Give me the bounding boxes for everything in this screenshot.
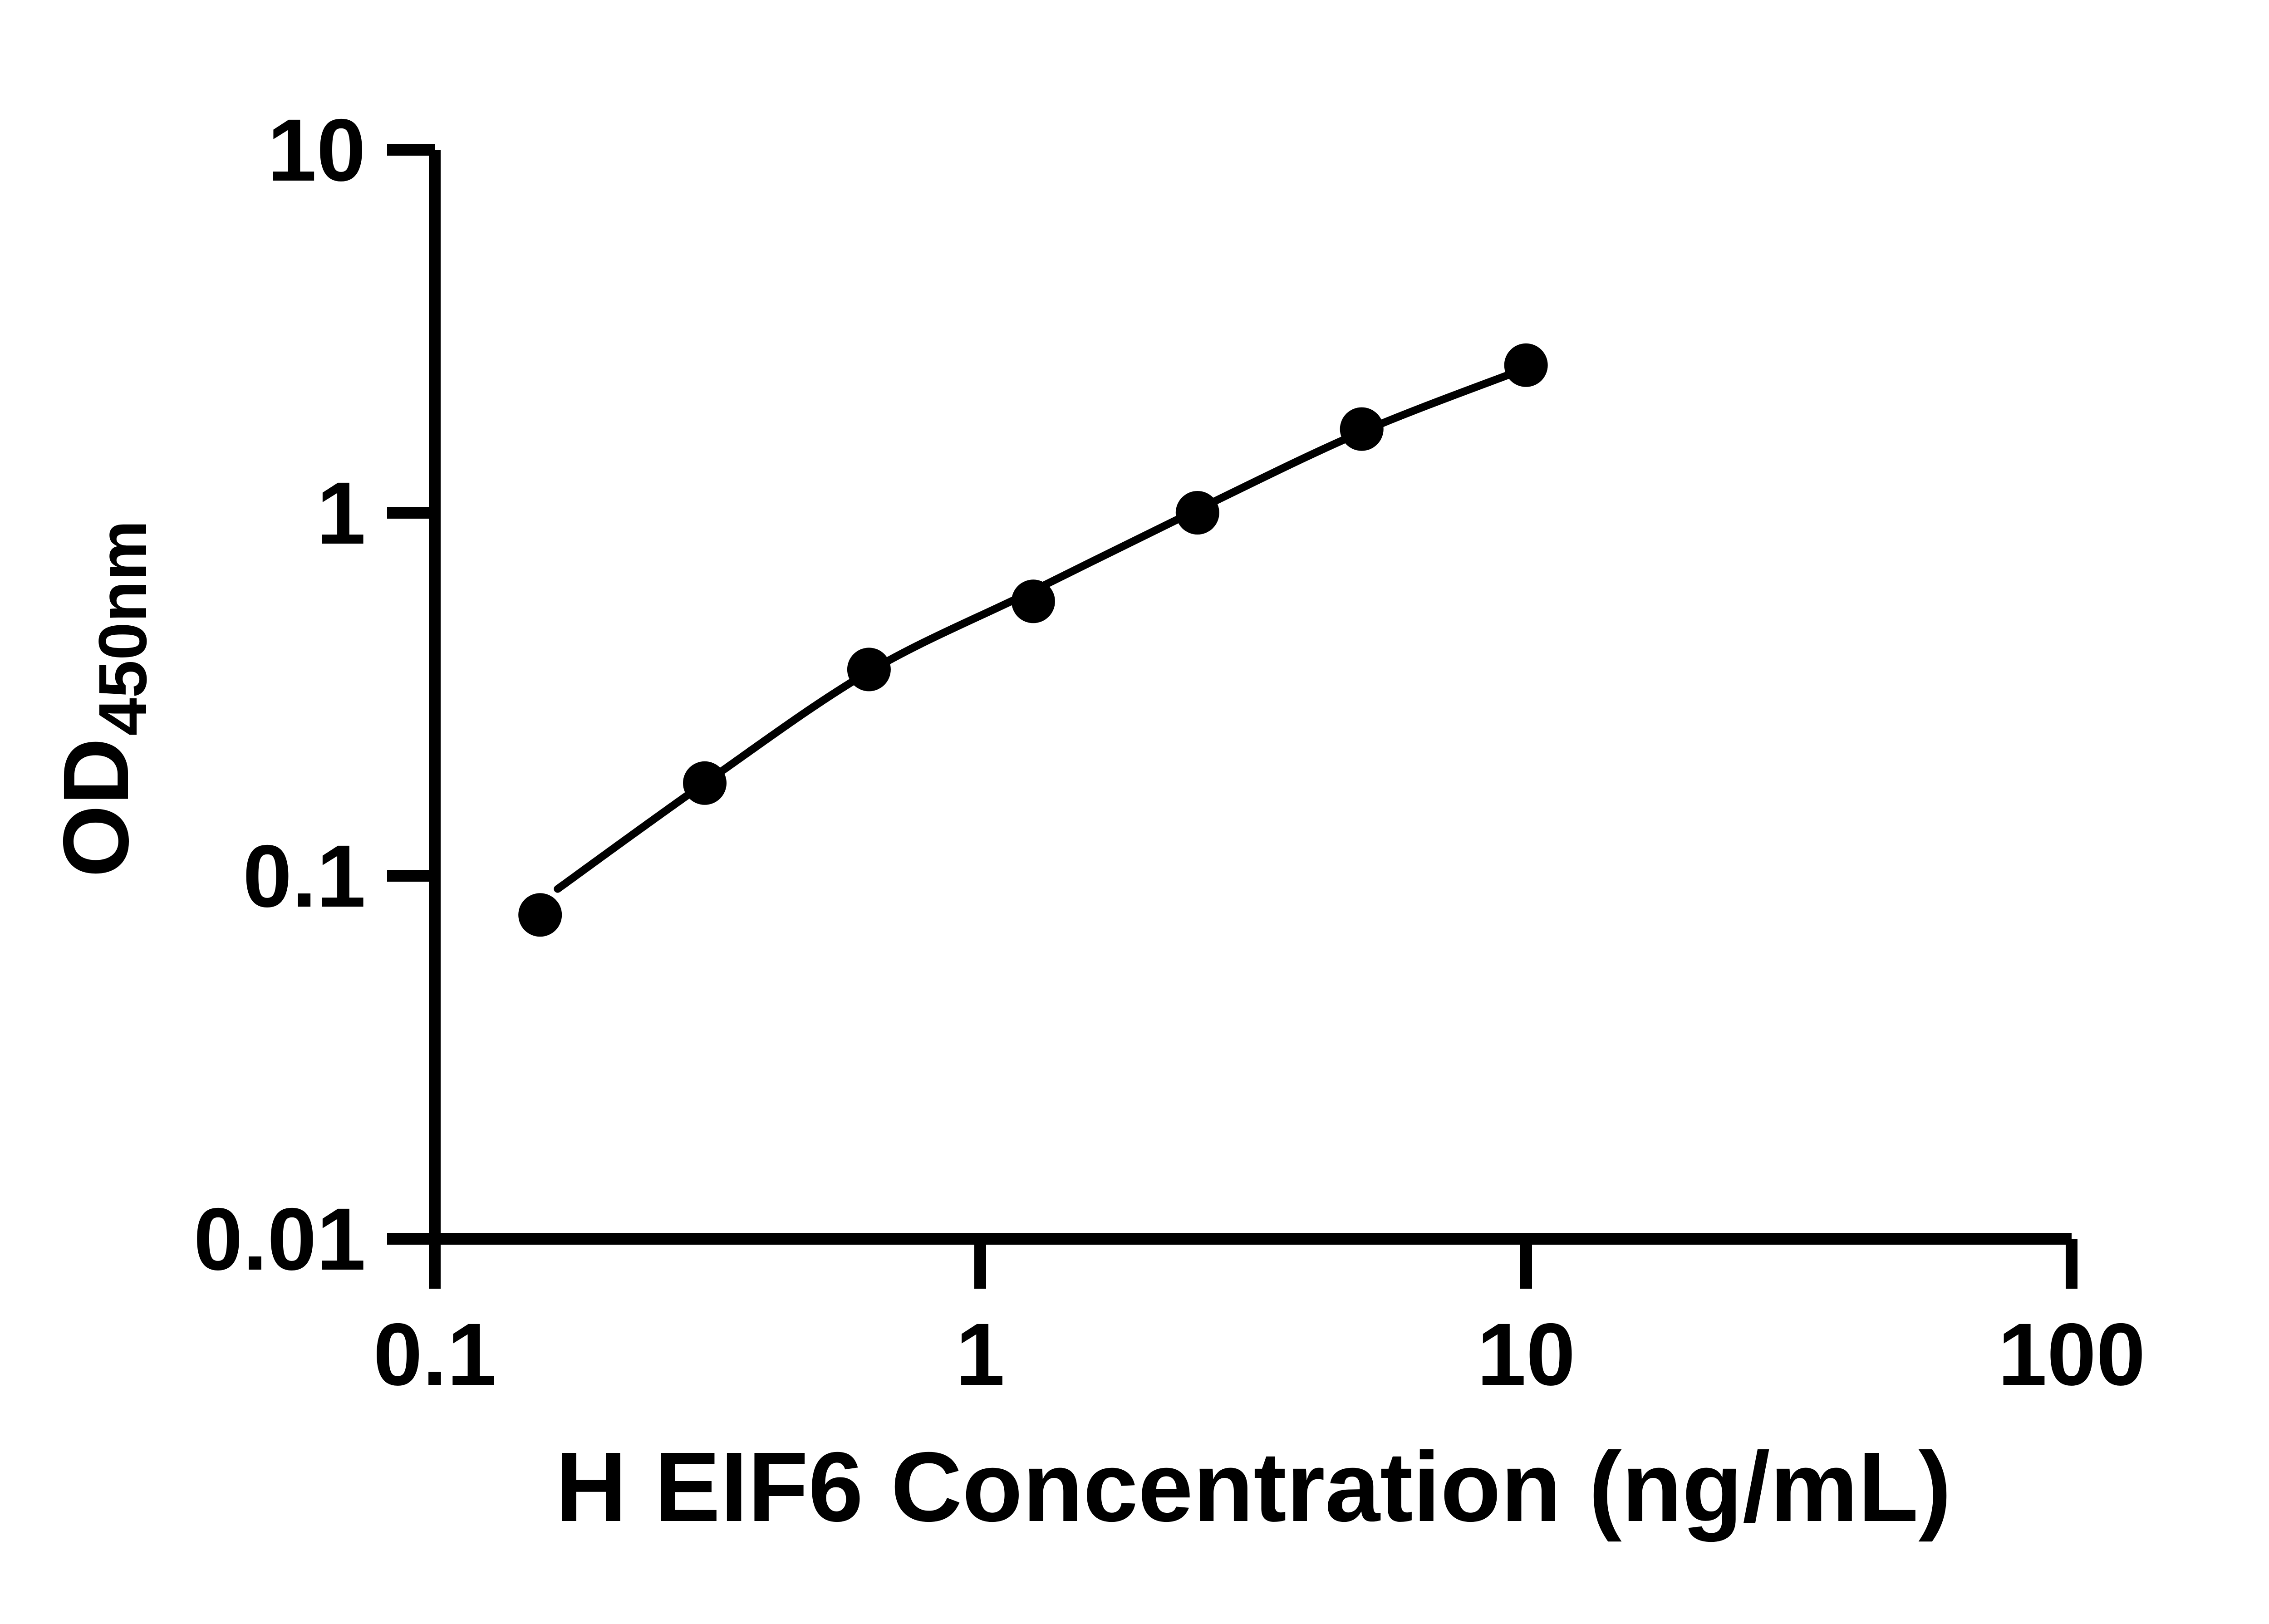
data-point [518, 893, 562, 937]
y-axis-tick-labels: 10 1 0.1 0.01 [193, 101, 366, 1289]
axes [387, 150, 2072, 1289]
y-axis-title: OD 450nm [44, 520, 161, 877]
data-point [1175, 491, 1219, 535]
x-tick-label-1: 1 [956, 1305, 1005, 1404]
data-points [518, 343, 1548, 937]
y-tick-label-2: 0.1 [243, 827, 366, 926]
data-point [1340, 407, 1384, 451]
x-tick-label-3: 100 [1998, 1305, 2145, 1404]
data-point [683, 761, 727, 805]
y-tick-label-3: 0.01 [193, 1190, 366, 1289]
x-axis-tick-labels: 0.1 1 10 100 [373, 1305, 2145, 1404]
x-tick-label-0: 0.1 [373, 1305, 496, 1404]
y-axis-title-subscript: 450nm [84, 520, 161, 736]
y-axis-ticks [387, 144, 435, 1245]
y-tick-label-0: 10 [267, 101, 366, 200]
data-point [847, 648, 891, 692]
y-tick-label-1: 1 [317, 464, 366, 563]
x-tick-label-2: 10 [1477, 1305, 1576, 1404]
y-axis-title-main: OD [44, 738, 148, 878]
data-point [1011, 579, 1055, 623]
data-point [1504, 343, 1548, 387]
x-axis-title: H EIF6 Concentration (ng/mL) [555, 1432, 1951, 1542]
x-axis-ticks [429, 1239, 2077, 1289]
